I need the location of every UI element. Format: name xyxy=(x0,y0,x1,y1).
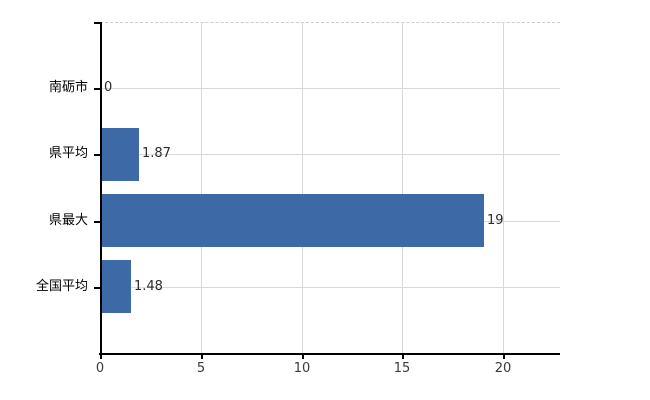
x-tick-label: 0 xyxy=(95,361,105,376)
x-tick xyxy=(201,354,203,359)
x-tick xyxy=(503,354,505,359)
gridline-vertical xyxy=(302,22,303,353)
category-label: 県最大 xyxy=(48,213,88,228)
x-tick xyxy=(402,354,404,359)
gridline-vertical xyxy=(201,22,202,353)
gridline-vertical xyxy=(402,22,403,353)
y-tick xyxy=(94,154,100,156)
x-tick-label: 15 xyxy=(393,361,411,376)
category-label: 全国平均 xyxy=(35,279,88,294)
y-axis-top-cap xyxy=(94,22,100,24)
x-tick xyxy=(302,354,304,359)
bar xyxy=(101,194,484,247)
bar xyxy=(101,260,131,313)
gridline-horizontal xyxy=(100,287,560,288)
x-tick-label: 10 xyxy=(293,361,311,376)
value-label: 0 xyxy=(104,80,113,95)
value-label: 1.87 xyxy=(142,146,171,161)
x-tick xyxy=(100,354,102,359)
x-axis xyxy=(99,353,560,355)
value-label: 19 xyxy=(487,213,504,228)
gridline-horizontal xyxy=(100,154,560,155)
x-tick-label: 20 xyxy=(494,361,512,376)
y-axis xyxy=(100,22,102,354)
bar xyxy=(101,128,139,181)
gridline-vertical xyxy=(503,22,504,353)
gridline-horizontal xyxy=(100,88,560,89)
y-tick xyxy=(94,221,100,223)
value-label: 1.48 xyxy=(134,279,163,294)
category-label: 県平均 xyxy=(48,146,88,161)
x-tick-label: 5 xyxy=(196,361,206,376)
plot-top-border xyxy=(100,22,560,23)
category-label: 南砺市 xyxy=(48,80,88,95)
y-tick xyxy=(94,88,100,90)
y-tick xyxy=(94,287,100,289)
